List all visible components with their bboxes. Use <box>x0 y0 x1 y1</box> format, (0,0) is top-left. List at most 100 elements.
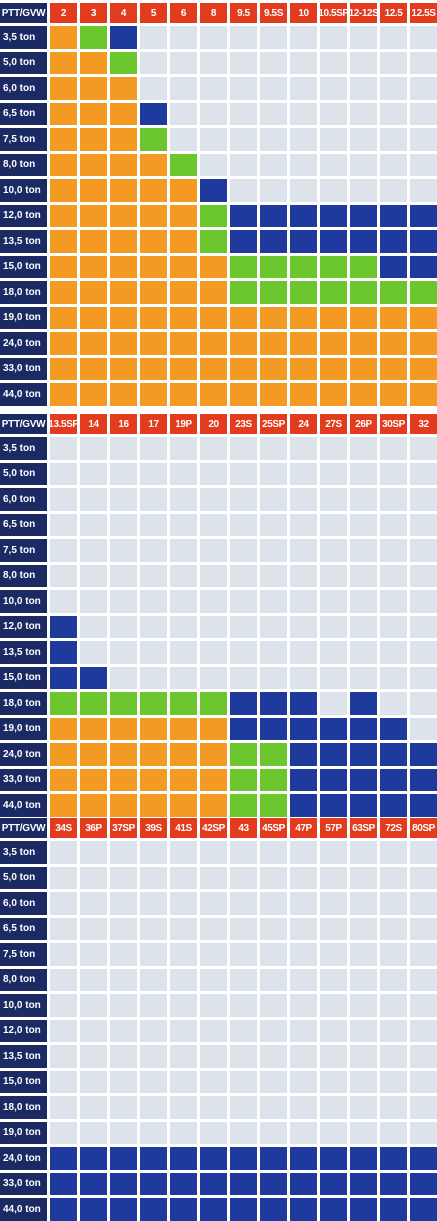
table-cell-empty <box>80 437 107 460</box>
table-cell-blue <box>410 768 437 791</box>
table-cell-empty <box>230 917 257 940</box>
table-cell-orange <box>200 743 227 766</box>
table-cell-empty <box>320 102 347 125</box>
table-cell-orange <box>80 153 107 176</box>
table-cell-blue <box>110 1147 137 1170</box>
table-cell-empty <box>140 462 167 485</box>
table-cell-empty <box>350 943 377 966</box>
table-cell-empty <box>350 462 377 485</box>
table-cell-empty <box>200 666 227 689</box>
table-cell-empty <box>290 968 317 991</box>
table-cell-orange <box>110 230 137 253</box>
table-cell-empty <box>350 153 377 176</box>
table-cell-blue <box>410 743 437 766</box>
table-cell-empty <box>410 26 437 49</box>
table-cell-empty <box>230 666 257 689</box>
table-cell-orange <box>170 281 197 304</box>
table-cell-blue <box>350 692 377 715</box>
compatibility-table-3: PTT/GVW 34S 36P 37SP 39S 41S 42SP 43 45SP 47P 57P 6… <box>0 818 437 1221</box>
table-cell-green <box>50 692 77 715</box>
table-cell-empty <box>200 892 227 915</box>
table-cell-blue <box>410 204 437 227</box>
table-cell-empty <box>410 968 437 991</box>
row-header: 33,0 ton <box>0 768 47 791</box>
table-cell-empty <box>230 51 257 74</box>
table-cell-empty <box>200 866 227 889</box>
table-cell-empty <box>260 615 287 638</box>
row-header: 44,0 ton <box>0 383 47 406</box>
table-cell-empty <box>140 866 167 889</box>
table-cell-blue <box>380 717 407 740</box>
table-cell-orange <box>350 306 377 329</box>
table-cell-empty <box>350 1096 377 1119</box>
table-cell-empty <box>140 994 167 1017</box>
table-cell-empty <box>410 564 437 587</box>
table-cell-empty <box>50 1070 77 1093</box>
table-cell-green <box>380 281 407 304</box>
table-cell-orange <box>110 717 137 740</box>
table-cell-empty <box>380 590 407 613</box>
table-cell-empty <box>350 564 377 587</box>
table-cell-blue <box>350 1198 377 1221</box>
table-cell-empty <box>380 179 407 202</box>
table-cell-empty <box>320 943 347 966</box>
table-cell-blue <box>140 102 167 125</box>
table-cell-empty <box>260 666 287 689</box>
table-cell-empty <box>200 590 227 613</box>
table-cell-empty <box>380 1121 407 1144</box>
table-cell-orange <box>320 383 347 406</box>
row-header: 6,0 ton <box>0 77 47 100</box>
table-cell-empty <box>290 641 317 664</box>
row-header: 13,5 ton <box>0 1045 47 1068</box>
table-cell-empty <box>320 128 347 151</box>
table-cell-empty <box>290 590 317 613</box>
table-cell-blue <box>170 1147 197 1170</box>
table-cell-empty <box>290 488 317 511</box>
table-cell-empty <box>170 77 197 100</box>
table-cell-blue <box>380 255 407 278</box>
table-cell-orange <box>140 717 167 740</box>
table-cell-empty <box>200 513 227 536</box>
table-cell-green <box>230 768 257 791</box>
table-cell-empty <box>320 692 347 715</box>
table-cell-blue <box>320 717 347 740</box>
table-cell-empty <box>290 77 317 100</box>
table-cell-orange <box>50 306 77 329</box>
table-cell-empty <box>80 1045 107 1068</box>
table-cell-orange <box>50 179 77 202</box>
row-header: 12,0 ton <box>0 615 47 638</box>
table-cell-empty <box>290 615 317 638</box>
table-cell-blue <box>230 1172 257 1195</box>
table-cell-green <box>230 743 257 766</box>
table-cell-empty <box>110 1121 137 1144</box>
table-cell-empty <box>80 866 107 889</box>
table-cell-empty <box>260 841 287 864</box>
table-cell-empty <box>380 1019 407 1042</box>
row-header: 6,5 ton <box>0 513 47 536</box>
table-cell-empty <box>410 102 437 125</box>
table-cell-orange <box>80 204 107 227</box>
table-cell-orange <box>140 281 167 304</box>
table-cell-empty <box>200 153 227 176</box>
table-cell-empty <box>410 128 437 151</box>
table-cell-green <box>200 692 227 715</box>
table-cell-empty <box>200 51 227 74</box>
table-cell-orange <box>200 306 227 329</box>
table-cell-blue <box>260 1147 287 1170</box>
table-cell-empty <box>410 179 437 202</box>
table-cell-orange <box>200 332 227 355</box>
table-cell-empty <box>290 994 317 1017</box>
column-header: 2 <box>50 3 77 23</box>
table-cell-empty <box>140 641 167 664</box>
table-cell-green <box>170 692 197 715</box>
table-cell-orange <box>200 383 227 406</box>
column-header: 36P <box>80 818 107 838</box>
table-cell-orange <box>50 332 77 355</box>
table-cell-empty <box>140 590 167 613</box>
table-cell-empty <box>350 615 377 638</box>
row-header: 24,0 ton <box>0 743 47 766</box>
table-cell-empty <box>380 539 407 562</box>
table-cell-empty <box>320 1019 347 1042</box>
table-cell-empty <box>350 1019 377 1042</box>
table-cell-empty <box>200 968 227 991</box>
